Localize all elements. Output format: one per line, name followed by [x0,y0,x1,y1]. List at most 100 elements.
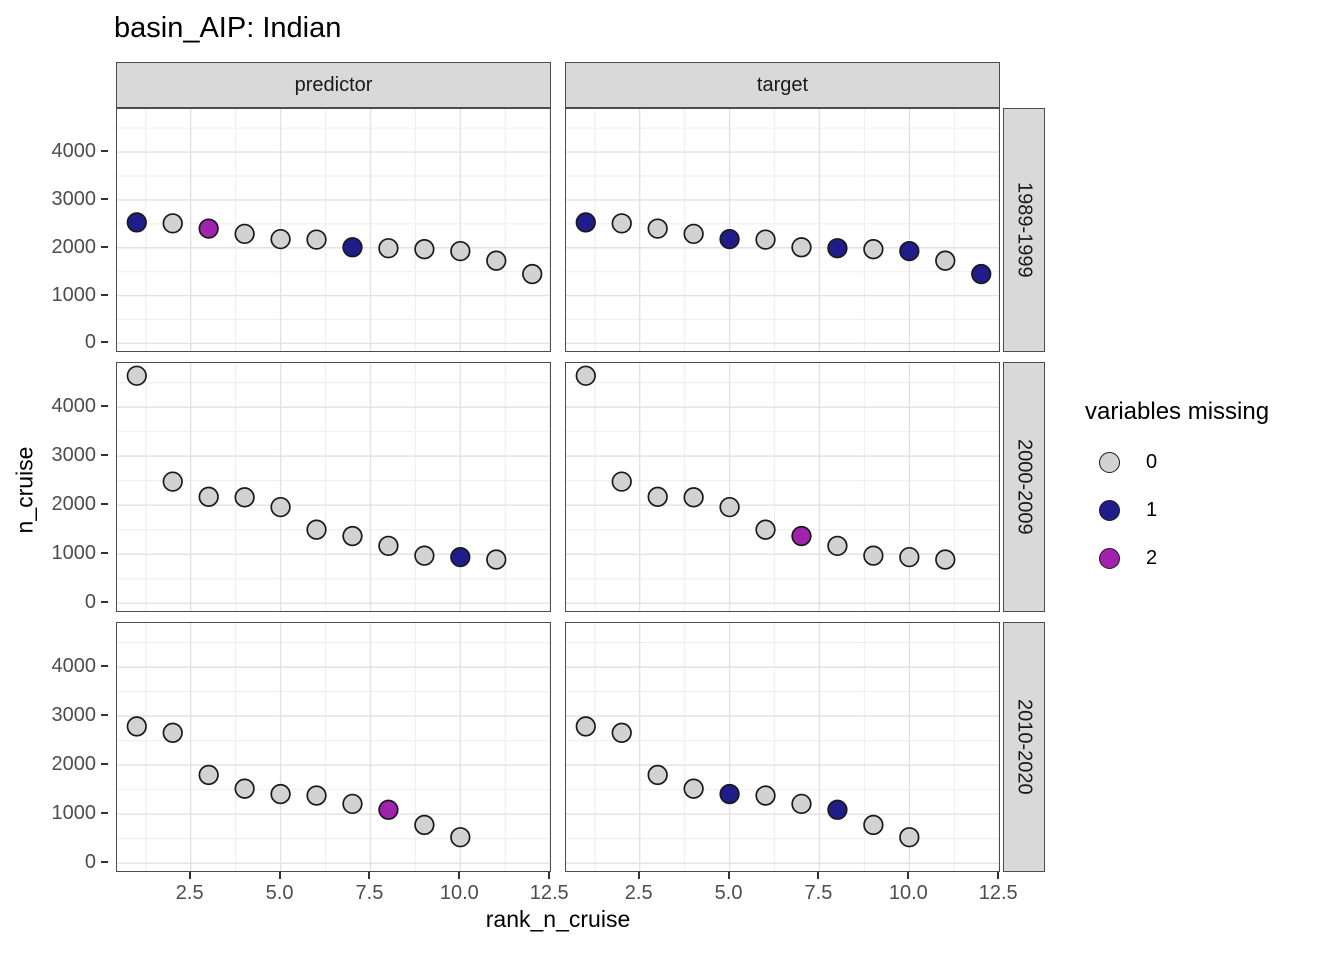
data-point [306,229,327,250]
legend-entry-label: 1 [1146,498,1158,521]
facet-strip-label: predictor [294,73,373,96]
facet-strip-1989-1999: 1989-1999 [1003,108,1045,352]
data-point [126,716,147,737]
x-tick-label: 2.5 [624,882,653,904]
data-point [126,212,147,233]
data-point [575,212,596,233]
panel-canvas [117,109,550,351]
data-point [414,545,435,566]
x-tick-label: 7.5 [804,882,833,904]
legend-entry-2: 2 [1085,534,1269,582]
data-point [755,519,776,540]
data-point [414,814,435,836]
legend: variables missing 0 1 2 [1085,398,1269,582]
data-point [450,827,471,848]
data-point [522,263,543,285]
legend-key-circle-icon [1099,451,1120,473]
x-tick-mark [368,872,371,879]
data-point [162,213,183,234]
data-point [126,365,147,386]
panel-predictor-1989-1999 [116,108,551,352]
data-point [234,487,255,508]
data-point [342,793,363,815]
data-point [486,250,507,271]
y-tick-mark [101,552,108,555]
y-tick-mark [101,503,108,506]
y-tick-mark [101,341,108,344]
data-point [971,263,992,285]
data-point [935,250,956,271]
data-point [450,240,471,262]
data-point [162,471,183,492]
panel-canvas [117,363,550,611]
data-point [611,722,632,743]
data-point [198,486,219,507]
facet-strip-2000-2009: 2000-2009 [1003,362,1045,612]
data-point [234,778,255,799]
y-tick-mark [101,454,108,457]
y-tick-label: 0 [84,851,96,874]
data-point [863,545,884,566]
data-point [450,546,471,568]
x-tick-label: 10.0 [888,882,928,904]
facet-strip-target: target [565,62,1000,108]
data-point [899,827,920,848]
y-axis-title: n_cruise [11,446,38,534]
data-point [647,218,668,239]
data-point [378,238,399,259]
x-axis-title: rank_n_cruise [485,906,631,932]
legend-title: variables missing [1085,398,1270,425]
y-tick-label: 3000 [51,704,97,727]
panel-canvas [566,363,999,611]
data-point [683,778,704,799]
data-point [198,764,219,786]
data-point [270,496,291,518]
y-tick-label: 3000 [51,444,97,467]
data-point [414,239,435,260]
y-tick-label: 1000 [51,283,97,306]
x-tick-mark [817,872,820,879]
data-point [486,549,507,570]
data-point [863,239,884,260]
y-tick-label: 2000 [51,493,97,516]
panel-target-1989-1999 [565,108,1000,352]
data-point [647,486,668,507]
y-tick-label: 1000 [51,802,97,825]
panel-predictor-2010-2020 [116,622,551,872]
data-point [791,793,812,815]
data-point [755,785,776,806]
y-tick-label: 1000 [51,542,97,565]
data-point [719,228,740,250]
data-point [611,471,632,492]
data-point [306,785,327,806]
y-tick-mark [101,293,108,296]
plot-title: basin_AIP: Indian [114,12,342,44]
facet-strip-label: target [756,73,809,96]
facet-strip-2010-2020: 2010-2020 [1003,622,1045,872]
facet-strip-label: 2010-2020 [1013,699,1036,795]
y-tick-label: 4000 [51,395,97,418]
y-tick-mark [101,405,108,408]
data-point [162,722,183,743]
y-tick-label: 0 [84,331,96,354]
y-tick-label: 4000 [51,655,97,678]
legend-key-circle-icon [1099,499,1120,521]
y-tick-label: 2000 [51,753,97,776]
y-tick-mark [101,245,108,248]
x-tick-label: 7.5 [355,882,384,904]
x-tick-mark [637,872,640,879]
panel-canvas [566,623,999,871]
panel-target-2010-2020 [565,622,1000,872]
data-point [827,535,848,556]
panel-target-2000-2009 [565,362,1000,612]
data-point [791,237,812,258]
legend-entry-0: 0 [1085,438,1269,486]
data-point [378,799,399,820]
y-tick-label: 0 [84,591,96,614]
y-tick-mark [101,665,108,668]
facet-strip-label: 1989-1999 [1013,182,1036,278]
data-point [306,519,327,540]
y-tick-mark [101,601,108,604]
legend-entry-label: 0 [1146,450,1158,473]
x-tick-label: 2.5 [175,882,204,904]
